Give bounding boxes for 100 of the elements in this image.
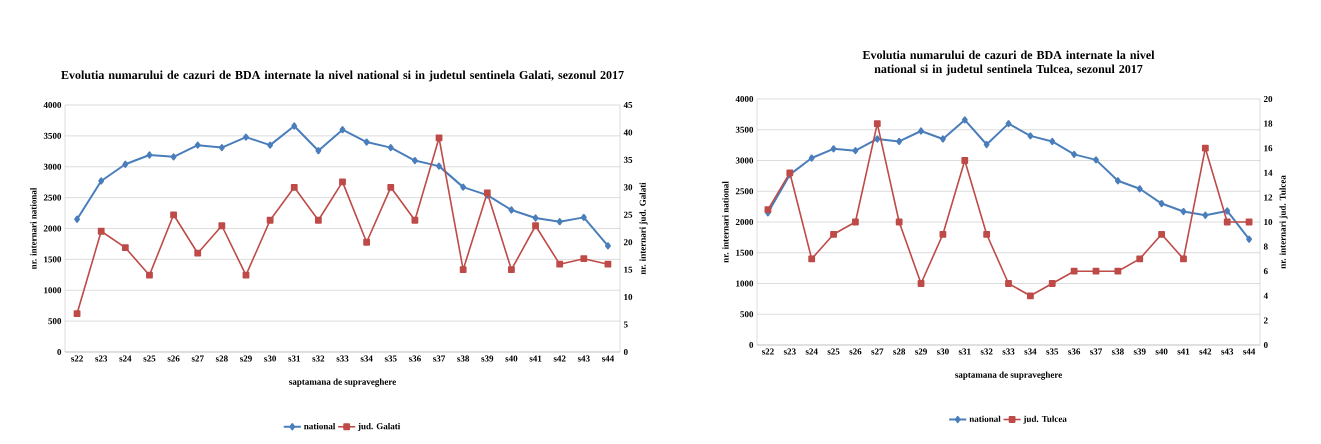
point — [74, 215, 81, 223]
y-tick-label: 1000 — [736, 280, 754, 287]
x-tick-label: s25 — [143, 355, 156, 362]
point — [218, 222, 226, 230]
chart-title: Evolutia numarului de cazuri de BDA internate la nivel national si in judetul sentinela Tulcea, sezonul 2017 — [862, 50, 1155, 76]
y-axis-title: nr. internari national — [722, 181, 729, 263]
x-tick-label: s38 — [457, 355, 470, 362]
x-tick-label: s26 — [849, 348, 862, 355]
chart-title: Evolutia numarului de cazuri de BDA internate la nivel national si in judetul sentinela Galati, sezonul 2017 — [61, 70, 624, 82]
point — [1223, 218, 1231, 226]
y2-tick-label: 25 — [623, 211, 633, 218]
point — [266, 216, 274, 224]
x-tick-label: s27 — [191, 355, 204, 362]
x-tick-label: s28 — [893, 348, 906, 355]
point — [604, 242, 611, 250]
point — [146, 271, 153, 279]
point — [1092, 267, 1100, 275]
x-tick-label: s29 — [240, 355, 252, 362]
legend-label: jud. Tulcea — [1023, 415, 1067, 424]
x-tick-label: s41 — [529, 355, 542, 362]
y-tick-label: 0 — [57, 348, 62, 356]
y-tick-label: 4000 — [43, 101, 62, 109]
x-tick-label: s31 — [958, 348, 971, 355]
x-tick-label: s32 — [980, 348, 993, 355]
point — [983, 230, 991, 238]
legend-label: national — [304, 422, 336, 430]
point — [267, 141, 274, 149]
point — [1005, 120, 1012, 128]
point — [121, 244, 129, 252]
point — [1027, 132, 1034, 140]
point — [532, 214, 539, 222]
point — [808, 255, 816, 263]
y2-tick-label: 0 — [1263, 341, 1268, 349]
point — [1049, 137, 1056, 146]
point — [939, 135, 946, 143]
point — [939, 230, 947, 238]
x-axis-title: saptamana de supraveghere — [955, 371, 1062, 380]
y2-tick-label: 35 — [623, 156, 633, 163]
point — [98, 177, 105, 185]
point — [459, 266, 467, 274]
point — [243, 133, 249, 141]
y-tick-label: 2500 — [735, 188, 754, 195]
point — [830, 230, 837, 238]
point — [436, 162, 442, 170]
y-tick-label: 1000 — [44, 287, 62, 294]
point — [339, 126, 346, 134]
x-tick-label: s35 — [384, 355, 397, 362]
point — [852, 218, 859, 226]
point — [896, 137, 903, 146]
point — [873, 120, 881, 127]
y2-tick-label: 4 — [1263, 292, 1268, 299]
y2-tick-label: 18 — [1264, 120, 1273, 127]
point — [242, 271, 250, 279]
point — [1246, 235, 1253, 243]
legend-label: national — [969, 415, 1001, 422]
y2-tick-label: 45 — [623, 101, 633, 109]
point — [1026, 292, 1034, 300]
x-tick-label: s22 — [71, 355, 83, 362]
point — [1180, 207, 1187, 216]
y-tick-label: 2000 — [735, 218, 754, 226]
point — [604, 260, 612, 268]
x-tick-label: s40 — [505, 355, 518, 362]
point — [917, 280, 925, 287]
point — [363, 238, 371, 246]
x-axis-title: saptamana de supraveghere — [289, 378, 396, 387]
y2-tick-label: 20 — [623, 239, 633, 246]
point — [194, 141, 201, 149]
point — [508, 266, 515, 274]
point — [961, 116, 968, 124]
point — [339, 178, 346, 186]
x-tick-label: s22 — [761, 348, 774, 355]
x-tick-label: s43 — [1221, 348, 1234, 355]
legend-label: jud. Galati — [357, 422, 401, 432]
x-tick-label: s29 — [915, 348, 927, 355]
point — [808, 154, 815, 162]
point — [532, 222, 539, 230]
x-tick-label: s24 — [119, 355, 132, 362]
point — [852, 147, 859, 155]
x-tick-label: s24 — [805, 348, 818, 355]
point — [1071, 150, 1078, 158]
x-tick-label: s43 — [577, 355, 590, 362]
point — [983, 140, 990, 149]
point — [170, 153, 177, 161]
point — [411, 216, 419, 224]
y-axis-title: nr. internari national — [30, 187, 37, 270]
x-tick-label: s25 — [827, 348, 840, 355]
point — [1114, 177, 1121, 185]
y2-tick-label: 5 — [623, 321, 628, 328]
point — [1048, 280, 1056, 287]
y2-tick-label: 30 — [623, 184, 633, 191]
point — [1136, 255, 1144, 263]
point — [1114, 267, 1122, 275]
point — [556, 260, 564, 268]
x-tick-label: s27 — [871, 348, 884, 355]
y-tick-label: 1500 — [736, 249, 754, 256]
point — [895, 218, 903, 226]
y-tick-label: 500 — [740, 311, 754, 318]
y2-tick-label: 6 — [1263, 268, 1268, 275]
x-tick-label: s23 — [783, 348, 796, 355]
y-tick-label: 2000 — [43, 225, 62, 232]
